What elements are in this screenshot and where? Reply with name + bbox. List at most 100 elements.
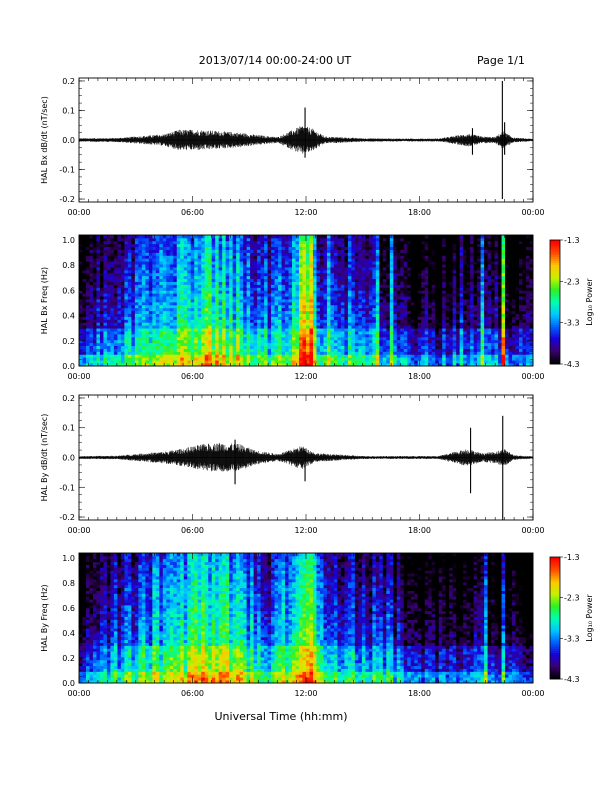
spectrogram-cell [285,290,289,294]
spectrogram-cell [194,258,199,262]
spectrogram-cell [365,240,370,245]
spectrogram-cell [250,348,255,352]
spectrogram-cell [386,278,391,282]
spectrogram-cell [141,313,146,317]
spectrogram-cell [138,252,143,256]
spectrogram-cell [127,322,132,326]
spectrogram-cell [445,293,450,297]
spectrogram-cell [372,278,377,282]
spectrogram-cell [267,252,272,256]
spectrogram-cell [208,246,213,250]
spectrogram-cell [292,316,296,320]
spectrogram-cell [96,322,101,326]
spectrogram-cell [208,333,213,338]
spectrogram-cell [89,357,94,361]
spectrogram-cell [312,348,317,352]
spectrogram-cell [340,357,345,361]
spectrogram-cell [239,351,244,355]
spectrogram-cell [326,354,331,358]
spectrogram-cell [414,261,419,265]
spectrogram-cell [194,313,199,317]
spectrogram-cell [340,275,345,280]
spectrogram-cell [379,301,384,306]
spectrogram-cell [309,357,314,361]
spectrogram-cell [428,281,433,285]
spectrogram-cell [278,339,282,344]
spectrogram-cell [190,287,195,291]
spectrogram-cell [326,313,331,317]
spectrogram-cell [292,331,296,335]
spectrogram-cell [225,261,230,265]
spectrogram-cell [169,278,174,282]
spectrogram-cell [323,336,328,341]
spectrogram-cell [302,360,307,364]
spectrogram-cell [365,275,370,280]
spectrogram-cell [340,307,345,312]
spectrogram-cell [239,287,244,291]
spectrogram-cell [264,246,268,250]
spectrogram-cell [414,264,419,268]
spectrogram-cell [257,360,261,364]
spectrogram-cell [159,235,164,239]
spectrogram-cell [218,325,223,329]
spectrogram-cell [85,264,90,268]
spectrogram-cell [393,301,398,306]
spectrogram-cell [358,301,363,306]
spectrogram-cell [79,328,83,332]
spectrogram-cell [162,331,167,335]
spectrogram-cell [438,299,443,303]
spectrogram-cell [354,351,359,355]
spectrogram-cell [99,261,104,265]
spectrogram-cell [201,328,206,332]
spectrogram-cell [285,333,289,338]
spectrogram-cell [89,328,94,332]
spectrogram-cell [106,255,111,259]
spectrogram-cell [330,345,335,349]
spectrogram-cell [260,313,265,317]
spectrogram-cell [306,299,310,303]
spectrogram-cell [435,363,440,367]
spectrogram-cell [92,310,97,314]
spectrogram-cell [92,240,97,245]
spectrogram-cell [442,328,447,332]
spectrogram-cell [400,348,405,352]
spectrogram-cell [403,319,408,323]
spectrogram-cell [208,249,213,253]
spectrogram-cell [257,331,261,335]
spectrogram-cell [361,237,366,242]
spectrogram-cell [309,261,314,265]
spectrogram-cell [124,354,129,358]
spectrogram-cell [148,261,153,265]
spectrogram-cell [299,360,303,364]
spectrogram-cell [155,348,160,352]
spectrogram-cell [260,307,265,312]
spectrogram-cell [386,284,391,288]
spectrogram-cell [424,240,429,245]
spectrogram-cell [361,339,366,344]
spectrogram-cell [375,278,380,282]
spectrogram-cell [92,316,97,320]
spectrogram-cell [417,357,422,361]
spectrogram-cell [337,351,342,355]
spectrogram-cell [159,281,164,285]
spectrogram-cell [138,255,143,259]
spectrogram-cell [96,310,101,314]
spectrogram-cell [365,313,370,317]
spectrogram-cell [131,272,136,277]
spectrogram-cell [243,296,248,300]
spectrogram-cell [330,287,335,291]
spectrogram-cell [435,246,440,250]
spectrogram-cell [96,316,101,320]
spectrogram-cell [375,348,380,352]
spectrogram-cell [438,255,443,259]
spectrogram-cell [141,293,146,297]
spectrogram-cell [333,322,338,326]
spectrogram-cell [152,281,157,285]
spectrogram-cell [120,252,125,256]
spectrogram-cell [403,325,408,329]
spectrogram-cell [326,269,331,274]
spectrogram-cell [306,331,310,335]
spectrogram-cell [421,252,426,256]
spectrogram-cell [176,360,181,364]
spectrogram-cell [323,313,328,317]
